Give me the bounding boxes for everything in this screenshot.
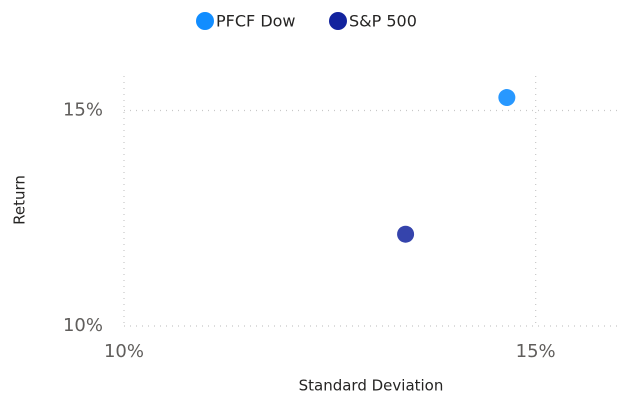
x-axis-title: Standard Deviation [299,377,444,395]
legend-marker [196,12,214,30]
legend-marker [329,12,347,30]
legend-label: PFCF Dow [216,12,296,31]
y-tick-label: 10% [63,315,103,336]
legend-label: S&P 500 [349,12,417,31]
x-tick-label: 15% [516,341,556,362]
y-tick-label: 15% [63,99,103,120]
point [498,89,516,107]
x-tick-label: 10% [104,341,144,362]
y-axis-title: Return [11,175,29,225]
point [397,225,415,243]
